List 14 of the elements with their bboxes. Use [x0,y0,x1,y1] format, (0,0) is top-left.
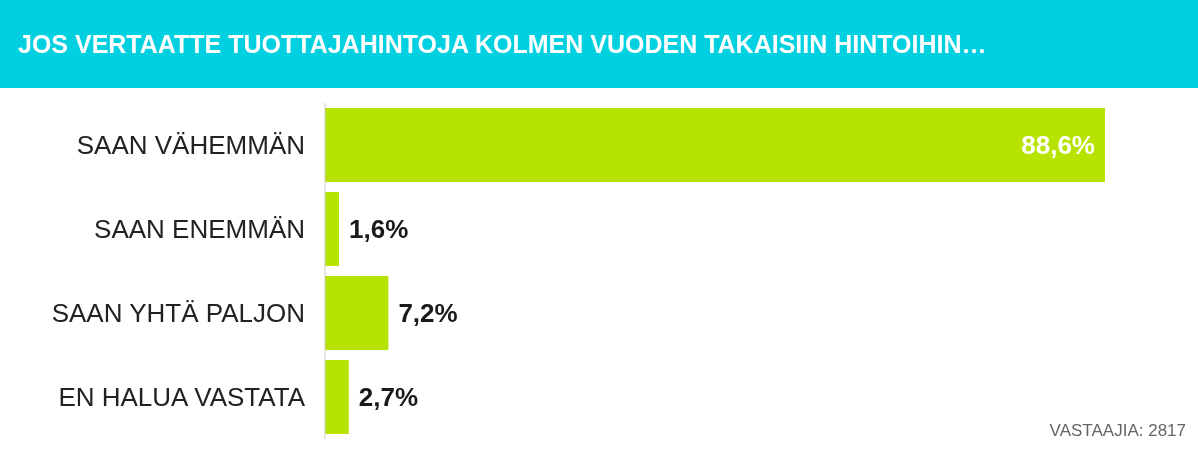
bar [325,108,1105,182]
data-label: 1,6% [349,214,409,245]
bar [325,360,349,434]
bar [325,276,389,350]
y-tick-label: SAAN VÄHEMMÄN [76,130,305,161]
y-tick-label: SAAN ENEMMÄN [94,214,305,245]
data-label: 7,2% [398,298,458,329]
annotation: VASTAAJIA: 2817 [1049,421,1186,441]
y-tick-label: SAAN YHTÄ PALJON [51,298,305,329]
data-label: 2,7% [358,382,419,413]
bar [325,192,340,266]
chart-title: JOS VERTAATTE TUOTTAJAHINTOJA KOLMEN VUODEN TAKAISIIN HINTOIHIN… [0,0,1198,88]
y-tick-label: EN HALUA VASTATA [58,382,306,413]
data-label: 88,6% [1021,130,1095,161]
